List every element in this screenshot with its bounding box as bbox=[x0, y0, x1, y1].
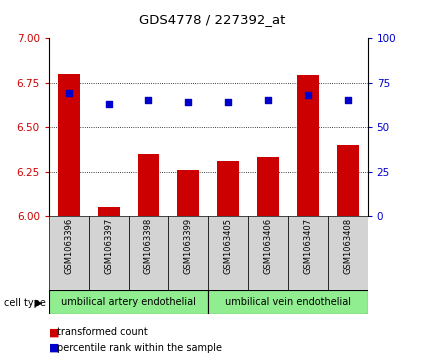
Point bbox=[265, 98, 272, 103]
Bar bbox=[138, 154, 159, 216]
Text: GSM1063408: GSM1063408 bbox=[343, 218, 352, 274]
Point bbox=[65, 90, 72, 96]
Text: GSM1063407: GSM1063407 bbox=[303, 218, 312, 274]
Bar bbox=[248, 216, 288, 290]
Point bbox=[105, 101, 112, 107]
Point bbox=[344, 98, 351, 103]
Point bbox=[145, 98, 152, 103]
Text: cell type: cell type bbox=[4, 298, 46, 308]
Text: GSM1063398: GSM1063398 bbox=[144, 218, 153, 274]
Point bbox=[304, 92, 311, 98]
Bar bbox=[49, 216, 89, 290]
Bar bbox=[177, 170, 199, 216]
Text: GSM1063405: GSM1063405 bbox=[224, 218, 232, 274]
Bar bbox=[217, 161, 239, 216]
Bar bbox=[208, 290, 368, 314]
Bar bbox=[297, 76, 319, 216]
Text: GSM1063397: GSM1063397 bbox=[104, 218, 113, 274]
Text: ■: ■ bbox=[49, 327, 60, 337]
Bar bbox=[168, 216, 208, 290]
Bar bbox=[98, 207, 119, 216]
Text: ■: ■ bbox=[49, 343, 60, 353]
Bar bbox=[89, 216, 128, 290]
Text: transformed count: transformed count bbox=[57, 327, 148, 337]
Bar bbox=[58, 74, 80, 216]
Point bbox=[185, 99, 192, 105]
Text: GSM1063399: GSM1063399 bbox=[184, 218, 193, 274]
Text: umbilical vein endothelial: umbilical vein endothelial bbox=[225, 297, 351, 307]
Text: GSM1063396: GSM1063396 bbox=[64, 218, 73, 274]
Bar bbox=[257, 157, 279, 216]
Bar bbox=[49, 290, 208, 314]
Text: umbilical artery endothelial: umbilical artery endothelial bbox=[61, 297, 196, 307]
Text: GSM1063406: GSM1063406 bbox=[264, 218, 272, 274]
Text: ▶: ▶ bbox=[35, 298, 43, 308]
Point bbox=[225, 99, 232, 105]
Text: GDS4778 / 227392_at: GDS4778 / 227392_at bbox=[139, 13, 286, 26]
Bar bbox=[288, 216, 328, 290]
Bar bbox=[328, 216, 368, 290]
Bar bbox=[337, 145, 359, 216]
Bar bbox=[128, 216, 168, 290]
Bar bbox=[208, 216, 248, 290]
Text: percentile rank within the sample: percentile rank within the sample bbox=[57, 343, 222, 353]
